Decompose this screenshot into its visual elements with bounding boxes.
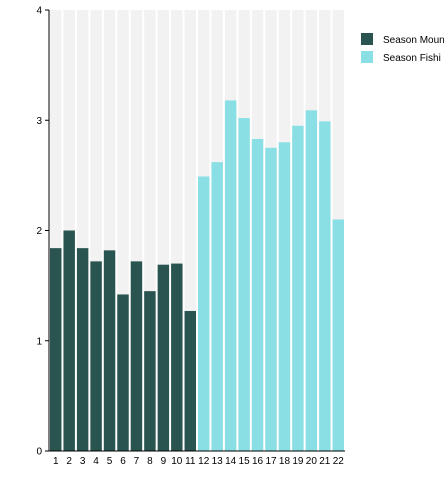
x-tick-label-21: 21 — [319, 456, 331, 467]
bar-series-2-cat-15 — [238, 118, 250, 452]
x-tick-label-20: 20 — [306, 456, 318, 467]
bar-series-1-cat-9 — [157, 264, 170, 451]
y-ticks: 0 1 2 3 4 — [36, 6, 49, 458]
bar-series-2-cat-19 — [292, 125, 304, 451]
x-tick-label-2: 2 — [66, 456, 72, 467]
x-tick-label-15: 15 — [239, 456, 251, 467]
x-tick-label-22: 22 — [333, 456, 345, 467]
background-column-5 — [103, 10, 116, 451]
x-tick-label-17: 17 — [265, 456, 277, 467]
legend-swatch-series-2 — [361, 51, 373, 63]
bar-series-1-cat-2 — [63, 230, 75, 451]
bar-series-2-cat-22 — [332, 219, 344, 451]
bar-series-1-cat-11 — [184, 310, 196, 451]
x-tick-label-5: 5 — [107, 456, 113, 467]
bar-series-2-cat-12 — [198, 176, 210, 452]
x-tick-label-16: 16 — [252, 456, 264, 467]
bar-series-1-cat-6 — [117, 294, 129, 451]
y-tick-label-0: 0 — [36, 447, 42, 458]
bar-series-2-cat-17 — [265, 147, 277, 451]
bar-series-2-cat-13 — [211, 162, 223, 451]
background-column-7 — [130, 10, 143, 451]
bar-series-1-cat-3 — [76, 248, 89, 451]
background-column-1 — [50, 10, 62, 451]
y-tick-label-2: 2 — [36, 226, 42, 237]
x-tick-label-14: 14 — [225, 456, 237, 467]
x-tick-label-3: 3 — [80, 456, 86, 467]
background-column-3 — [76, 10, 89, 451]
bar-series-1-cat-10 — [171, 263, 183, 451]
legend: Season Mount Season Fishi — [361, 33, 444, 64]
background-column-11 — [184, 10, 196, 451]
bar-series-2-cat-20 — [305, 110, 318, 451]
bar-series-2-cat-14 — [224, 100, 237, 451]
x-tick-label-10: 10 — [171, 456, 183, 467]
legend-label-series-1: Season Mount — [383, 35, 444, 46]
x-ticks: 1 2 3 4 5 6 7 8 9 10 11 12 13 14 15 16 17 18 19 20 21 22 — [53, 456, 344, 467]
bar-series-1-cat-4 — [90, 261, 102, 451]
bars — [50, 100, 344, 452]
y-tick-label-1: 1 — [36, 336, 42, 347]
x-tick-label-13: 13 — [212, 456, 224, 467]
y-tick-label-3: 3 — [36, 116, 42, 127]
x-tick-label-11: 11 — [185, 456, 196, 467]
bar-series-2-cat-21 — [319, 121, 331, 451]
x-tick-label-6: 6 — [120, 456, 126, 467]
x-tick-label-19: 19 — [292, 456, 304, 467]
x-tick-label-12: 12 — [198, 456, 210, 467]
x-tick-label-4: 4 — [93, 456, 99, 467]
x-tick-label-7: 7 — [134, 456, 140, 467]
legend-swatch-series-1 — [361, 33, 373, 45]
bar-series-1-cat-5 — [103, 250, 116, 451]
x-tick-label-8: 8 — [147, 456, 153, 467]
background-column-9 — [157, 10, 170, 451]
background-column-10 — [171, 10, 183, 451]
bar-series-1-cat-1 — [50, 248, 62, 451]
bar-series-1-cat-8 — [144, 291, 156, 451]
y-tick-label-4: 4 — [36, 6, 42, 17]
bar-series-2-cat-16 — [251, 138, 264, 451]
background-column-4 — [90, 10, 102, 451]
background-column-8 — [144, 10, 156, 451]
bar-series-1-cat-7 — [130, 261, 143, 451]
x-tick-label-1: 1 — [53, 456, 59, 467]
legend-label-series-2: Season Fishi — [383, 53, 441, 64]
bar-series-2-cat-18 — [278, 142, 291, 452]
x-tick-label-9: 9 — [161, 456, 167, 467]
x-tick-label-18: 18 — [279, 456, 291, 467]
background-column-6 — [117, 10, 129, 451]
